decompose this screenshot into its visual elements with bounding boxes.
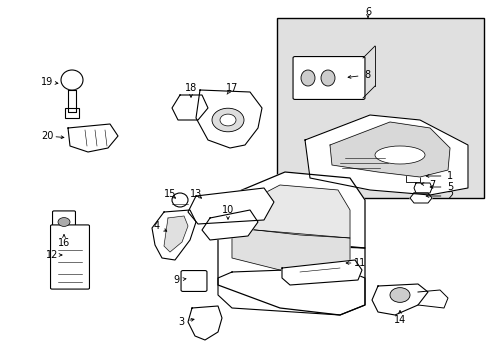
Polygon shape [413, 183, 431, 193]
Ellipse shape [61, 70, 83, 90]
FancyBboxPatch shape [181, 271, 206, 292]
Polygon shape [172, 95, 207, 120]
FancyBboxPatch shape [50, 225, 89, 289]
Polygon shape [68, 124, 118, 152]
Polygon shape [196, 90, 262, 148]
Polygon shape [282, 260, 361, 285]
Circle shape [389, 288, 409, 302]
Polygon shape [187, 188, 273, 224]
Text: 13: 13 [189, 189, 202, 199]
Bar [276, 18, 483, 198]
Text: 5: 5 [446, 182, 452, 192]
Ellipse shape [172, 193, 187, 207]
Bar [405, 172, 419, 182]
Text: 1: 1 [446, 171, 452, 181]
Polygon shape [68, 90, 76, 112]
Text: 8: 8 [363, 70, 369, 80]
Text: 11: 11 [353, 258, 366, 268]
Text: 6: 6 [364, 7, 370, 17]
Circle shape [58, 217, 70, 226]
Text: 20: 20 [41, 131, 53, 141]
Circle shape [220, 114, 236, 126]
Text: 19: 19 [41, 77, 53, 87]
Polygon shape [187, 306, 222, 340]
Text: 12: 12 [46, 250, 58, 260]
Polygon shape [305, 115, 467, 195]
Polygon shape [231, 228, 349, 275]
Polygon shape [163, 216, 187, 252]
Text: 10: 10 [222, 205, 234, 215]
Text: 15: 15 [163, 189, 176, 199]
Circle shape [212, 108, 244, 132]
FancyBboxPatch shape [52, 211, 75, 233]
Polygon shape [329, 122, 449, 177]
Ellipse shape [301, 70, 314, 86]
Polygon shape [409, 193, 431, 203]
Polygon shape [417, 290, 447, 308]
Ellipse shape [374, 146, 424, 164]
Text: 16: 16 [58, 238, 70, 248]
Polygon shape [218, 172, 364, 248]
Ellipse shape [320, 70, 334, 86]
Bar [65, 108, 79, 118]
Polygon shape [152, 210, 196, 260]
Text: 9: 9 [173, 275, 179, 285]
Polygon shape [218, 235, 364, 315]
Text: 7: 7 [428, 180, 434, 190]
Text: 18: 18 [184, 83, 197, 93]
Polygon shape [231, 185, 349, 238]
Text: 3: 3 [178, 317, 183, 327]
Polygon shape [371, 284, 427, 315]
Text: 2: 2 [446, 191, 452, 201]
FancyBboxPatch shape [292, 57, 364, 99]
Text: 14: 14 [393, 315, 406, 325]
Polygon shape [218, 268, 364, 315]
Text: 4: 4 [154, 221, 160, 231]
Text: 17: 17 [225, 83, 238, 93]
Polygon shape [202, 210, 258, 240]
